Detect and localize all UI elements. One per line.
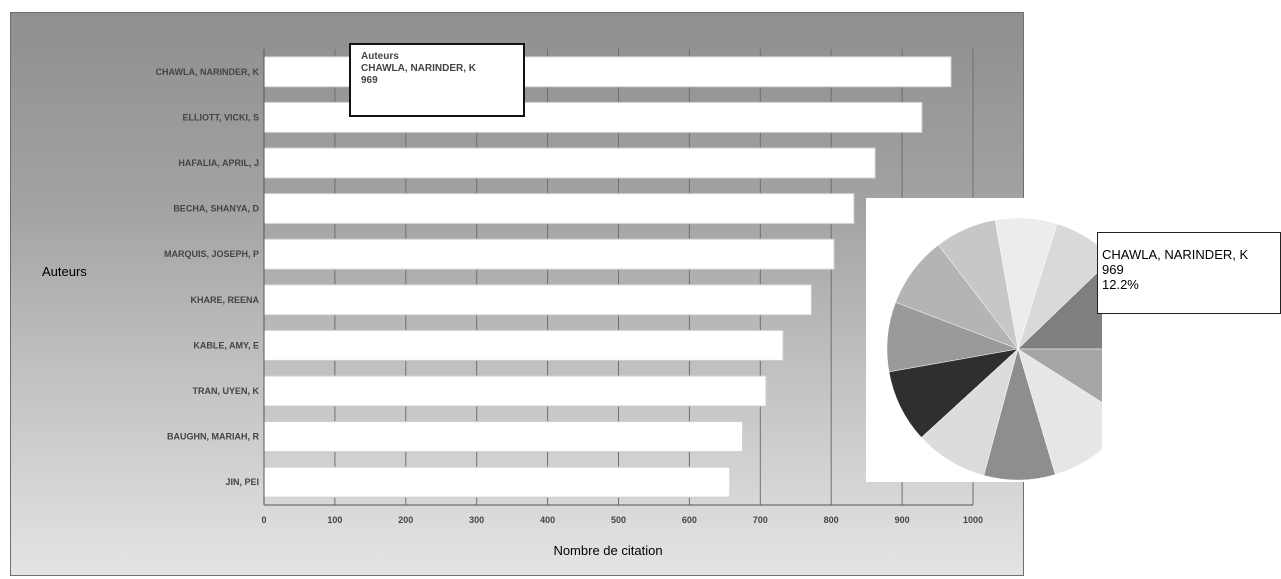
x-tick-label: 0 [261,515,266,525]
bar-tooltip: Auteurs CHAWLA, NARINDER, K 969 [349,43,525,117]
pie-tooltip-name: CHAWLA, NARINDER, K [1102,247,1249,262]
x-tick-label: 400 [540,515,555,525]
bar-tooltip-value: 969 [361,75,378,86]
x-tick-label: 500 [611,515,626,525]
bar[interactable] [263,284,812,316]
pie-slice[interactable] [1017,348,1102,419]
y-category-label: JIN, PEI [225,477,259,487]
pie-tooltip-value: 969 [1102,262,1124,277]
pie-chart-panel [866,198,1102,482]
x-tick-label: 1000 [963,515,983,525]
pie-chart [886,217,1102,481]
bar-tooltip-title: Auteurs [361,51,399,62]
pie-slice[interactable] [1017,348,1102,475]
x-axis-title: Nombre de citation [553,543,662,558]
y-category-label: KHARE, REENA [190,295,259,305]
y-category-label: ELLIOTT, VICKI, S [182,112,259,122]
y-category-label: KABLE, AMY, E [193,340,259,350]
bar[interactable] [263,193,855,225]
x-tick-label: 100 [327,515,342,525]
y-category-label: HAFALIA, APRIL, J [178,158,259,168]
y-category-label: BAUGHN, MARIAH, R [167,432,259,442]
pie-tooltip: CHAWLA, NARINDER, K 969 12.2% [1097,232,1281,314]
y-category-label: MARQUIS, JOSEPH, P [164,249,259,259]
y-category-label: TRAN, UYEN, K [192,386,259,396]
x-tick-label: 200 [398,515,413,525]
pie-slice[interactable] [1017,258,1102,350]
x-tick-label: 700 [753,515,768,525]
bar[interactable] [263,147,876,179]
bar[interactable] [263,421,744,453]
x-tick-label: 600 [682,515,697,525]
x-tick-label: 300 [469,515,484,525]
x-tick-label: 900 [895,515,910,525]
bar-chart-panel: 0 100 200 300 400 500 600 700 800 900 1000 CHAWLA,… [10,12,1024,576]
bar[interactable] [263,466,731,498]
x-tick-label: 800 [824,515,839,525]
y-category-label: CHAWLA, NARINDER, K [156,67,260,77]
bar[interactable] [263,238,835,270]
bar[interactable] [263,329,784,361]
bar[interactable] [263,375,767,407]
bar-chart: 0 100 200 300 400 500 600 700 800 900 1000 CHAWLA,… [42,49,983,558]
bar-tooltip-name: CHAWLA, NARINDER, K [361,63,476,74]
y-category-label: BECHA, SHANYA, D [173,204,259,214]
pie-tooltip-percent: 12.2% [1102,277,1139,292]
y-axis-title: Auteurs [42,264,87,279]
